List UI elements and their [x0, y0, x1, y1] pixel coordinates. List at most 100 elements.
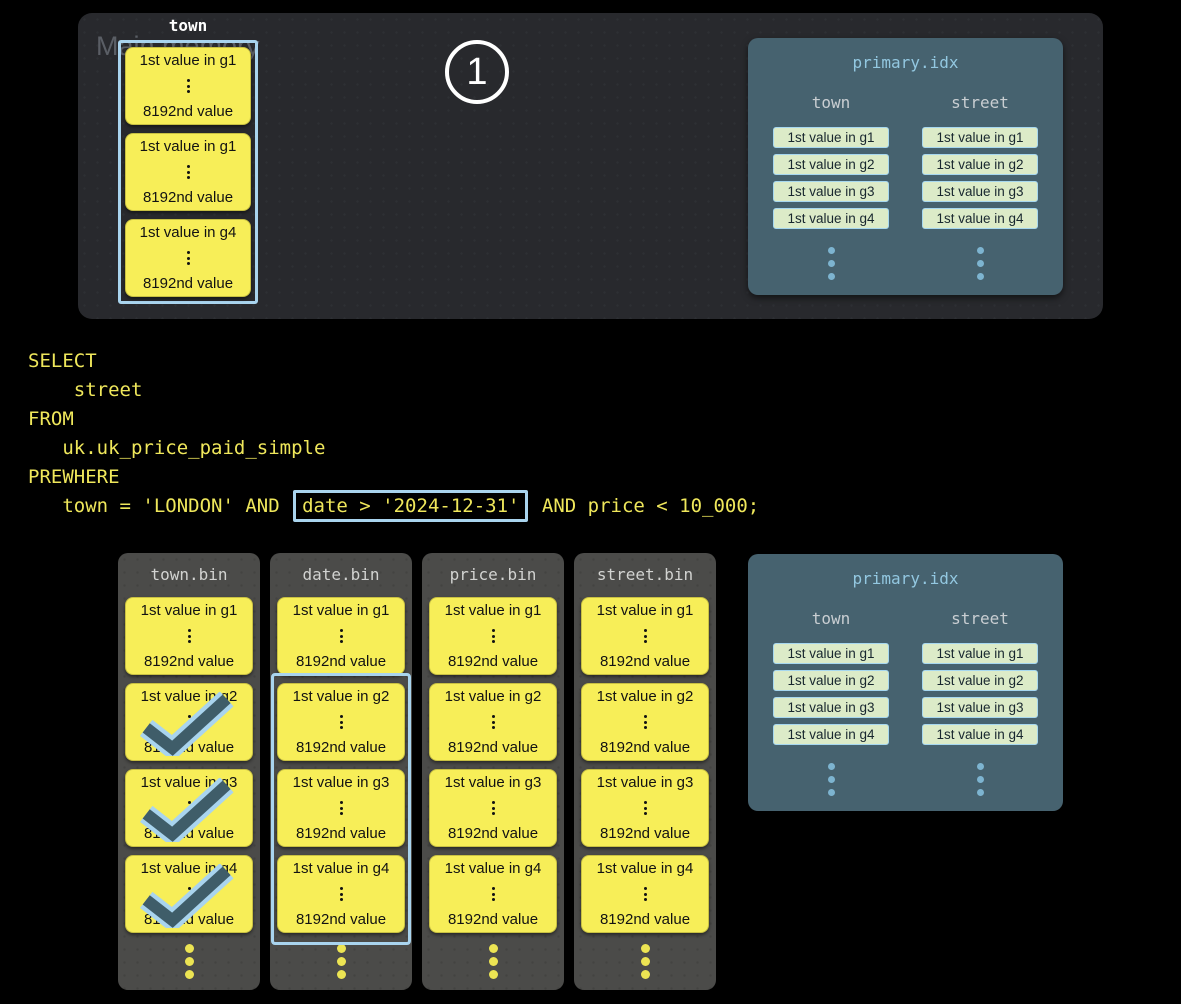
granule-first-value: 1st value in g3 [444, 774, 542, 791]
sql-line: uk.uk_price_paid_simple [28, 437, 326, 459]
granule-last-value: 8192nd value [599, 739, 691, 756]
check-icon [139, 864, 234, 928]
ellipsis-icon [643, 713, 647, 732]
primary-idx-columns: town 1st value in g1 1st value in g2 1st… [748, 93, 1063, 286]
granule-first-value: 1st value in g3 [596, 774, 694, 791]
granule-block-g1: 1st value in g1 8192nd value [125, 597, 253, 675]
column-header-town: town [811, 93, 851, 112]
granule-last-value: 8192nd value [295, 653, 387, 670]
granule-last-value: 8192nd value [143, 653, 235, 670]
granule-block-g3: 1st value in g3 8192nd value [581, 769, 709, 847]
ellipsis-icon [491, 713, 495, 732]
granule-first-value: 1st value in g2 [444, 688, 542, 705]
granule-first-value: 1st value in g1 [139, 138, 237, 155]
granule-last-value: 8192nd value [447, 653, 539, 670]
ellipsis-icon [491, 627, 495, 646]
granule-last-value: 8192nd value [447, 739, 539, 756]
granule-last-value: 8192nd value [295, 739, 387, 756]
primary-idx-panel-top: primary.idx town 1st value in g1 1st val… [748, 38, 1063, 295]
index-entry: 1st value in g4 [922, 724, 1038, 745]
index-entry: 1st value in g3 [773, 181, 889, 202]
sql-line: street [28, 379, 143, 401]
granule-last-value: 8192nd value [142, 103, 234, 120]
granule-block-g4: 1st value in g4 8192nd value [581, 855, 709, 933]
primary-idx-panel-bottom: primary.idx town 1st value in g1 1st val… [748, 554, 1063, 811]
sql-line: FROM [28, 408, 74, 430]
granule-last-value: 8192nd value [142, 189, 234, 206]
granule-block-g3: 1st value in g3 8192nd value [429, 769, 557, 847]
granule-first-value: 1st value in g4 [292, 860, 390, 877]
sql-line: town = 'LONDON' AND [28, 495, 292, 517]
ellipsis-icon [186, 249, 190, 268]
granule-first-value: 1st value in g2 [596, 688, 694, 705]
index-entry: 1st value in g3 [773, 697, 889, 718]
granule-block-mem-1: 1st value in g1 8192nd value [125, 47, 251, 125]
granule-block-g4: 1st value in g4 8192nd value [277, 855, 405, 933]
granule-block-g4: 1st value in g4 8192nd value [125, 855, 253, 933]
granule-first-value: 1st value in g4 [444, 860, 542, 877]
granule-last-value: 8192nd value [295, 825, 387, 842]
index-entry: 1st value in g1 [773, 643, 889, 664]
primary-idx-town-column: town 1st value in g1 1st value in g2 1st… [772, 609, 890, 802]
granule-last-value: 8192nd value [599, 825, 691, 842]
index-entry: 1st value in g2 [773, 670, 889, 691]
ellipsis-icon [827, 757, 835, 802]
bin-blocks: 1st value in g1 8192nd value 1st value i… [429, 597, 557, 933]
ellipsis-icon [336, 940, 346, 983]
index-entry: 1st value in g2 [773, 154, 889, 175]
ellipsis-icon [184, 940, 194, 983]
granule-first-value: 1st value in g3 [292, 774, 390, 791]
index-entry: 1st value in g1 [922, 643, 1038, 664]
ellipsis-icon [339, 885, 343, 904]
granule-block-g4: 1st value in g4 8192nd value [429, 855, 557, 933]
ellipsis-icon [491, 885, 495, 904]
granule-block-g2: 1st value in g2 8192nd value [277, 683, 405, 761]
ellipsis-icon [643, 885, 647, 904]
ellipsis-icon [339, 799, 343, 818]
granule-first-value: 1st value in g1 [139, 52, 237, 69]
granule-first-value: 1st value in g1 [596, 602, 694, 619]
primary-idx-town-column: town 1st value in g1 1st value in g2 1st… [772, 93, 890, 286]
index-entry: 1st value in g1 [773, 127, 889, 148]
granule-block-g2: 1st value in g2 8192nd value [429, 683, 557, 761]
index-entry: 1st value in g2 [922, 670, 1038, 691]
granule-last-value: 8192nd value [599, 653, 691, 670]
ellipsis-icon [827, 241, 835, 286]
index-entry: 1st value in g2 [922, 154, 1038, 175]
index-entry: 1st value in g1 [922, 127, 1038, 148]
bin-title: date.bin [302, 565, 380, 584]
granule-last-value: 8192nd value [295, 911, 387, 928]
granule-block-mem-3: 1st value in g4 8192nd value [125, 219, 251, 297]
ellipsis-icon [491, 799, 495, 818]
bin-title: street.bin [596, 565, 694, 584]
check-icon [139, 692, 234, 756]
check-icon [139, 778, 234, 842]
ellipsis-icon [339, 627, 343, 646]
ellipsis-icon [186, 77, 190, 96]
index-entry: 1st value in g3 [922, 181, 1038, 202]
bin-blocks: 1st value in g1 8192nd value 1st value i… [125, 597, 253, 933]
ellipsis-icon [640, 940, 650, 983]
sql-line: AND price < 10_000; [530, 495, 760, 517]
granule-first-value: 1st value in g1 [292, 602, 390, 619]
bin-panel-street: street.bin 1st value in g1 8192nd value … [574, 553, 716, 990]
loaded-column-frame: 1st value in g1 8192nd value 1st value i… [118, 40, 258, 304]
memory-column-title: town [168, 16, 208, 35]
granule-first-value: 1st value in g2 [292, 688, 390, 705]
bin-panel-date: date.bin 1st value in g1 8192nd value 1s… [270, 553, 412, 990]
granule-first-value: 1st value in g4 [139, 224, 237, 241]
step-1-badge: 1 [445, 40, 509, 104]
index-entry: 1st value in g3 [922, 697, 1038, 718]
index-entry: 1st value in g4 [773, 724, 889, 745]
granule-last-value: 8192nd value [599, 911, 691, 928]
index-entry: 1st value in g4 [773, 208, 889, 229]
ellipsis-icon [976, 241, 984, 286]
granule-block-g3: 1st value in g3 8192nd value [277, 769, 405, 847]
bin-title: price.bin [449, 565, 537, 584]
ellipsis-icon [187, 627, 191, 646]
granule-block-g1: 1st value in g1 8192nd value [581, 597, 709, 675]
step-number: 1 [466, 50, 488, 93]
granule-block-g1: 1st value in g1 8192nd value [277, 597, 405, 675]
memory-town-column: town 1st value in g1 8192nd value 1st va… [118, 16, 258, 304]
